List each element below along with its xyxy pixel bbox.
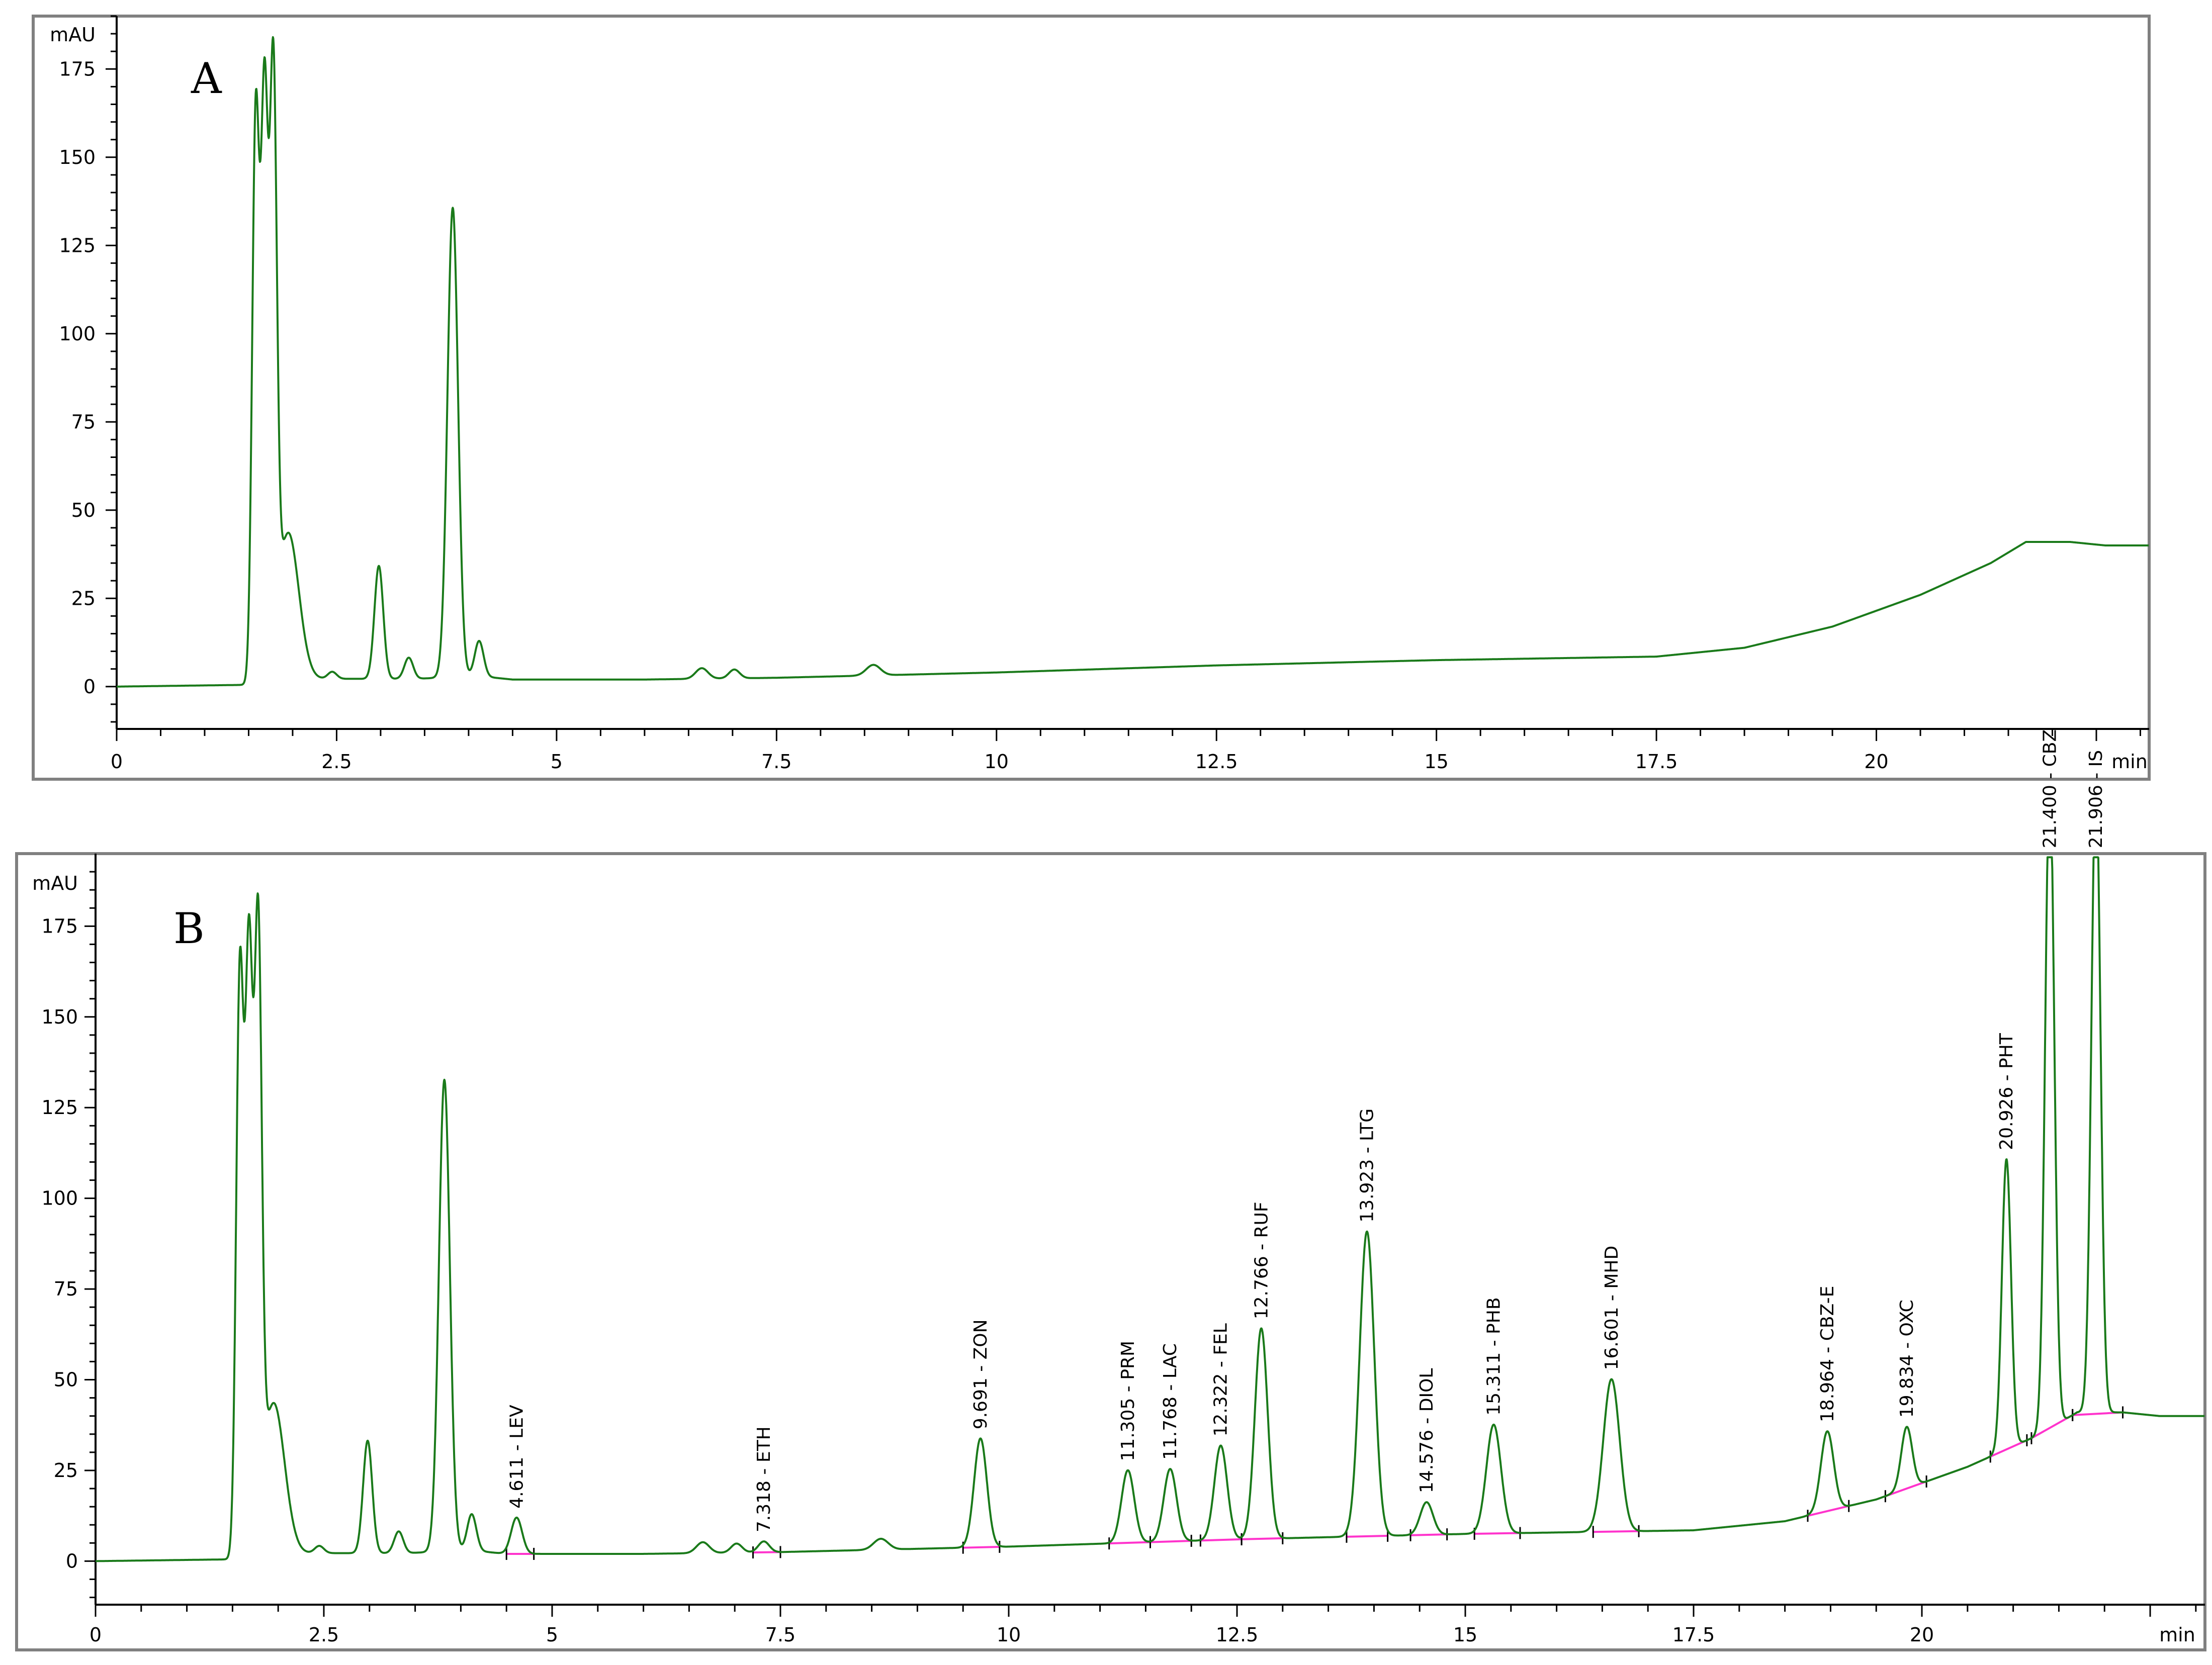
peak-label: 12.322 - FEL <box>1211 1323 1231 1436</box>
panel-a-x-unit: min <box>2111 751 2148 773</box>
panel-a-frame <box>32 15 2151 781</box>
y-tick-label: 150 <box>59 146 96 168</box>
y-tick-label: 0 <box>66 1550 78 1572</box>
panel-b-x-unit: min <box>2159 1624 2195 1646</box>
y-tick-label: 100 <box>41 1187 78 1210</box>
chromatogram-panel-a: A mAU min 0 25 50 75 100 125 150 175 0 2.5 5 7.5 10 1… <box>32 15 2151 781</box>
peak-label: 19.834 - OXC <box>1897 1300 1917 1418</box>
integration-baseline <box>1410 1533 1447 1536</box>
peak-label: 18.964 - CBZ-E <box>1817 1286 1838 1422</box>
panel-a-label: A <box>191 54 222 103</box>
panel-b-frame <box>15 852 2206 1651</box>
y-tick-label: 25 <box>54 1459 78 1482</box>
x-tick-label: 12.5 <box>1195 751 1238 773</box>
y-tick-label: 125 <box>59 234 96 256</box>
panel-b-label: B <box>173 904 205 953</box>
y-tick-label: 50 <box>71 499 96 521</box>
peak-label: 7.318 - ETH <box>754 1426 774 1532</box>
y-tick-label: 50 <box>54 1369 78 1391</box>
y-tick-label: 25 <box>71 587 96 609</box>
x-tick-label: 17.5 <box>1672 1624 1715 1646</box>
integration-baseline <box>1109 1541 1151 1545</box>
chromatogram-trace <box>116 36 2150 688</box>
x-tick-label: 7.5 <box>765 1624 795 1646</box>
y-tick-label: 100 <box>59 323 96 345</box>
integration-baseline <box>1200 1538 1242 1542</box>
integration-baseline <box>1593 1530 1639 1533</box>
peak-label: 16.601 - MHD <box>1602 1246 1622 1370</box>
peak-label: 4.611 - LEV <box>506 1405 527 1509</box>
x-tick-label: 2.5 <box>309 1624 339 1646</box>
panel-b-y-unit: mAU <box>32 872 78 894</box>
x-tick-label: 2.5 <box>321 751 351 773</box>
integration-baseline <box>1150 1539 1192 1543</box>
x-tick-label: 5 <box>546 1624 558 1646</box>
x-tick-label: 0 <box>90 1624 102 1646</box>
peak-label: 14.576 - DIOL <box>1417 1368 1437 1494</box>
y-tick-label: 125 <box>41 1096 78 1119</box>
integration-baseline <box>2030 1414 2073 1439</box>
integration-baseline <box>963 1545 1000 1549</box>
peak-label: 9.691 - ZON <box>970 1319 991 1429</box>
x-tick-label: 0 <box>111 751 123 773</box>
x-tick-label: 15 <box>1424 751 1448 773</box>
y-tick-label: 175 <box>41 915 78 937</box>
x-tick-label: 10 <box>997 1624 1021 1646</box>
integration-baseline <box>1474 1532 1521 1535</box>
x-tick-label: 12.5 <box>1216 1624 1259 1646</box>
x-tick-label: 20 <box>1910 1624 1934 1646</box>
x-tick-label: 20 <box>1864 751 1888 773</box>
integration-baseline <box>1346 1534 1388 1538</box>
y-tick-label: 175 <box>59 58 96 80</box>
peak-label: 20.926 - PHT <box>1996 1033 2017 1150</box>
x-tick-label: 15 <box>1453 1624 1477 1646</box>
chromatogram-trace <box>95 856 2205 1562</box>
peak-label: 21.906 - IS <box>2086 750 2106 848</box>
peak-label: 11.305 - PRM <box>1118 1341 1138 1461</box>
peak-label: 11.768 - LAC <box>1160 1343 1181 1460</box>
integration-baseline <box>1990 1439 2027 1458</box>
y-tick-label: 150 <box>41 1006 78 1028</box>
integration-baseline <box>1807 1505 1849 1517</box>
integration-baseline <box>1242 1537 1283 1540</box>
y-tick-label: 75 <box>54 1278 78 1300</box>
x-tick-label: 17.5 <box>1635 751 1678 773</box>
peak-label: 15.311 - PHB <box>1484 1297 1505 1415</box>
x-tick-label: 7.5 <box>761 751 791 773</box>
peak-label: 12.766 - RUF <box>1251 1201 1272 1319</box>
y-tick-label: 0 <box>83 676 96 698</box>
peak-label: 21.400 - CBZ <box>2040 729 2060 848</box>
panel-a-y-unit: mAU <box>50 24 96 46</box>
x-tick-label: 10 <box>985 751 1009 773</box>
peak-label: 13.923 - LTG <box>1357 1108 1377 1223</box>
x-tick-label: 5 <box>551 751 563 773</box>
integration-baseline <box>1885 1481 1927 1498</box>
y-tick-label: 75 <box>71 411 96 433</box>
